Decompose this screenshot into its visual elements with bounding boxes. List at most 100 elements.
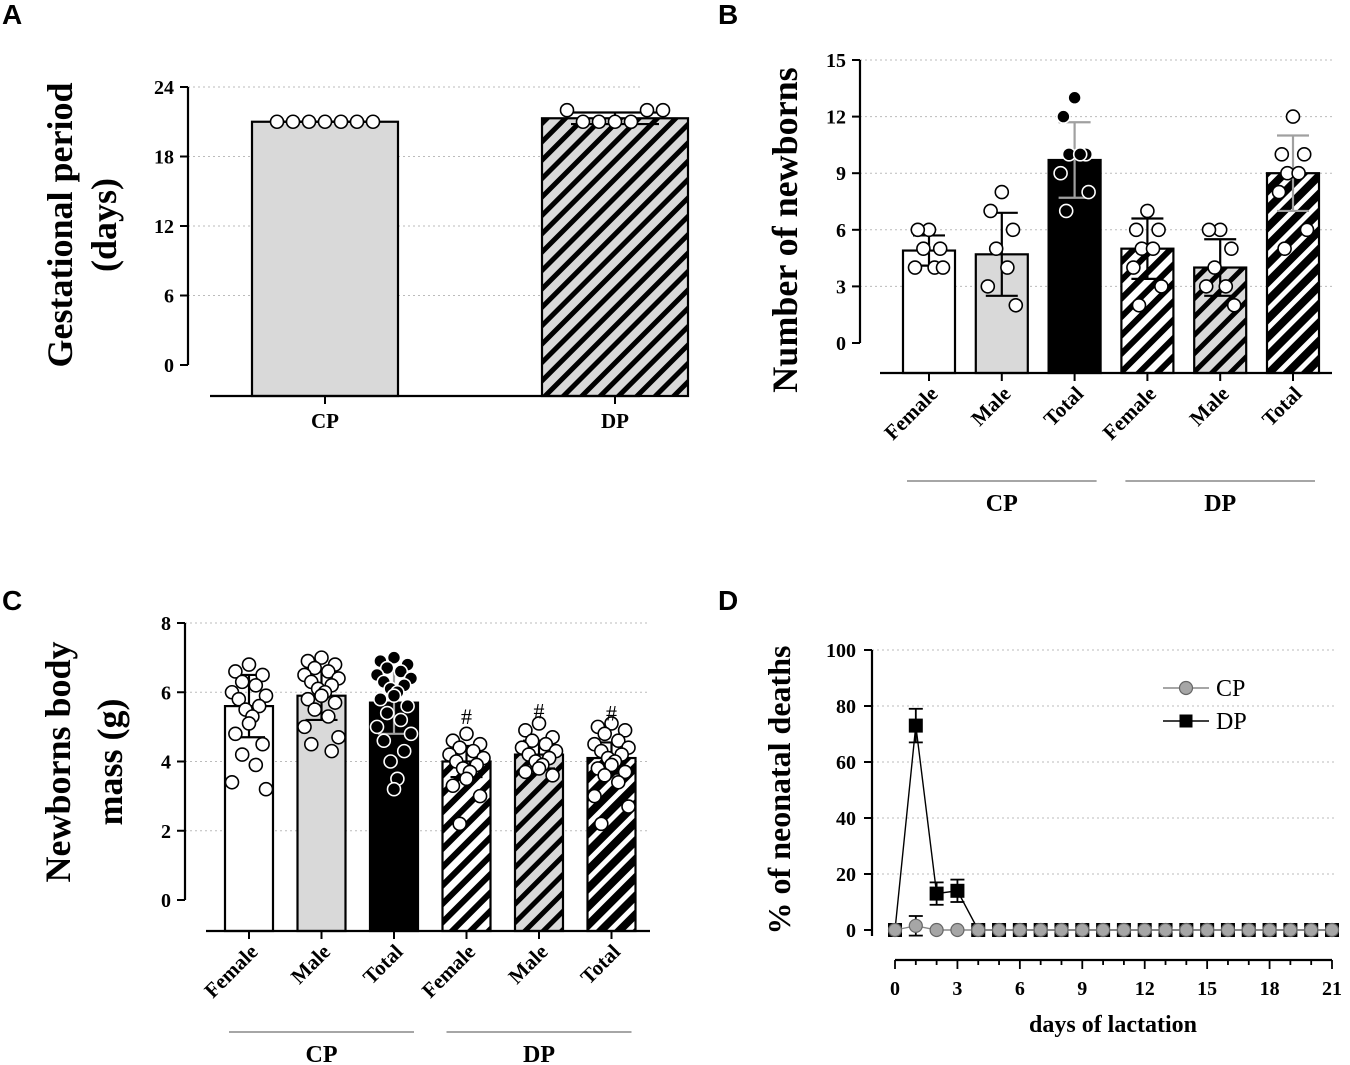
data-point [301, 114, 317, 130]
data-point [980, 279, 996, 294]
legend-label-cp: CP [1216, 676, 1245, 702]
data-point [307, 660, 323, 676]
data-point [531, 716, 547, 731]
y-tick-label: 80 [836, 696, 856, 718]
data-point [1140, 203, 1155, 219]
x-tick-label: 0 [890, 978, 900, 1000]
data-point [386, 781, 402, 797]
data-point-cp [1220, 922, 1236, 938]
x-category-label: Total [1257, 381, 1307, 431]
data-point [593, 816, 609, 832]
data-point-cp [1116, 922, 1132, 938]
y-tick-label: 9 [836, 163, 846, 185]
data-point [524, 733, 540, 749]
significance-marker: # [534, 699, 545, 724]
x-category-label: Male [1185, 382, 1234, 431]
y-axis-label: % of neonatal deaths [761, 646, 797, 935]
data-point [396, 743, 412, 759]
panel-label: B [718, 0, 738, 30]
data-point [932, 241, 948, 256]
data-point [445, 778, 461, 794]
x-tick-label: 6 [1015, 978, 1025, 1000]
data-point-cp [1033, 922, 1048, 938]
data-point [386, 688, 402, 704]
y-tick-label: 3 [836, 276, 846, 298]
data-point-dp [950, 883, 965, 898]
data-point [234, 674, 250, 690]
data-point [349, 114, 365, 130]
data-point [1005, 222, 1021, 238]
data-point [1072, 147, 1088, 162]
y-tick-label: 12 [154, 216, 174, 238]
bar [250, 120, 400, 398]
data-point [1145, 241, 1161, 256]
data-point [327, 695, 343, 710]
data-point [591, 114, 607, 130]
data-point [1299, 222, 1315, 238]
data-point [320, 664, 336, 679]
data-point [333, 114, 349, 130]
data-point [314, 688, 329, 704]
data-point [255, 736, 270, 752]
data-point [1067, 90, 1082, 106]
y-tick-label: 0 [161, 890, 171, 912]
y-tick-label: 0 [164, 355, 174, 377]
data-point [610, 733, 626, 749]
data-point [1291, 165, 1306, 181]
x-category-label: Female [199, 940, 262, 1003]
data-point [1154, 279, 1169, 294]
data-point [623, 114, 639, 130]
x-category-label: Total [358, 939, 408, 989]
x-category-label: Male [503, 940, 552, 989]
data-point-cp [1137, 922, 1152, 938]
data-point [545, 768, 560, 783]
data-point [228, 726, 243, 742]
data-point [331, 729, 346, 745]
data-point [255, 667, 270, 683]
data-point [258, 688, 274, 704]
data-point-dp [908, 718, 923, 733]
data-point [655, 102, 671, 118]
significance-marker: # [606, 700, 617, 725]
x-category-label: Male [966, 382, 1015, 431]
y-tick-label: 6 [836, 220, 846, 242]
y-tick-label: 0 [846, 920, 856, 942]
panel-a: 0 6 12 18 24 CP DP Gestational period (days) [40, 77, 690, 433]
group-label: CP [306, 1042, 338, 1065]
x-axis-label: days of lactation [1029, 1012, 1197, 1038]
x-tick-label: 12 [1135, 978, 1155, 1000]
data-point-cp [950, 922, 965, 938]
panel-label: D [718, 585, 738, 616]
data-point [1081, 184, 1096, 200]
legend-marker-dp [1179, 714, 1193, 728]
data-point [1056, 109, 1071, 124]
data-point [393, 712, 409, 728]
data-point [639, 102, 655, 118]
series-line-cp [894, 925, 1332, 931]
y-tick-label: 6 [164, 286, 174, 308]
data-point [597, 768, 613, 783]
data-point [241, 716, 257, 731]
data-point-cp [1095, 922, 1111, 938]
y-tick-label: 6 [161, 682, 171, 704]
data-point [376, 733, 392, 749]
x-tick-label: 9 [1077, 978, 1087, 1000]
data-point [251, 698, 267, 714]
data-point [1058, 203, 1074, 219]
data-point [988, 241, 1004, 256]
data-point [531, 761, 547, 776]
data-point [365, 114, 381, 130]
data-point [307, 702, 323, 717]
data-point [1053, 165, 1068, 181]
data-point [604, 757, 619, 773]
data-point [459, 726, 474, 742]
data-point [1296, 147, 1312, 162]
panel-d: 0 20 40 60 80 100 0 3 6 9 12 15 18 21 days of lactatio… [761, 640, 1342, 1038]
data-point [994, 184, 1010, 200]
data-point [621, 799, 636, 814]
data-point [559, 102, 575, 118]
data-point [538, 736, 554, 752]
data-point [459, 771, 474, 787]
data-point [386, 650, 402, 665]
